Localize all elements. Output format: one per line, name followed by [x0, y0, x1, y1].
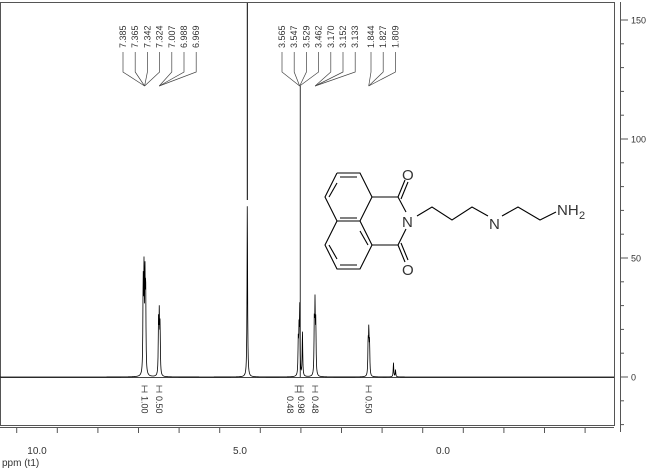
integral-mark — [312, 385, 319, 393]
peak-leader-line — [159, 52, 197, 87]
atom-n-imide: N — [402, 214, 413, 231]
integrals: 1.00 0.50 0.48 0.98 0.48 0.50 — [140, 385, 374, 414]
peak-leader-line — [293, 52, 301, 87]
peak-label: 1.844 — [366, 25, 376, 48]
peak-label: 1.809 — [390, 25, 400, 48]
structure-atoms: O N O N NH 2 — [402, 167, 585, 279]
y-tick-label: 0 — [631, 373, 636, 383]
peak-label: 7.365 — [130, 25, 140, 48]
peak-label: 7.007 — [167, 25, 177, 48]
peak-leader-line — [134, 52, 145, 87]
peak-leader-line — [122, 52, 145, 87]
peak-label: 3.547 — [289, 25, 299, 48]
peak-leader-line — [281, 52, 300, 87]
peak-leader-line — [158, 52, 173, 87]
spectrum-line — [0, 206, 614, 378]
peak-label: 7.385 — [118, 25, 128, 48]
peak-label: 3.529 — [301, 25, 311, 48]
integral-mark — [365, 385, 372, 393]
integral-mark — [297, 385, 304, 393]
plot-frame — [0, 2, 615, 426]
spectrum-trace — [0, 3, 614, 378]
integral-mark — [141, 385, 148, 393]
x-tick-label: 0.0 — [436, 446, 450, 457]
peak-leader-line — [299, 52, 307, 87]
peak-label: 6.969 — [191, 25, 201, 48]
y-tick-label: 150 — [631, 16, 646, 26]
peak-leader-line — [299, 52, 319, 87]
atom-n-amine: N — [489, 216, 500, 233]
peak-leader-line — [368, 52, 396, 87]
integral-mark — [156, 385, 163, 393]
integral-value: 0.48 — [310, 396, 320, 414]
peak-label: 7.342 — [142, 25, 152, 48]
integral-mark — [294, 385, 301, 393]
peak-leader-line — [368, 52, 384, 87]
y-tick-label: 50 — [631, 254, 641, 264]
atom-o-bottom: O — [402, 262, 414, 279]
x-tick-label: 10.0 — [27, 446, 47, 457]
x-axis: 10.0 5.0 0.0 — [0, 427, 614, 457]
integral-value: 0.50 — [364, 396, 374, 414]
integral-value: 0.50 — [154, 396, 164, 414]
integral-value: 1.00 — [140, 396, 150, 414]
peak-label: 1.827 — [378, 25, 388, 48]
peak-leader-line — [314, 52, 344, 87]
peak-leader-line — [314, 52, 332, 87]
peak-label: 3.152 — [338, 25, 348, 48]
atom-nh2-subscript: 2 — [579, 210, 585, 222]
peak-label: 3.462 — [314, 25, 324, 48]
integral-value: 0.48 — [285, 396, 295, 414]
atom-nh2: NH — [557, 202, 579, 219]
peak-leader-line — [144, 52, 148, 87]
atom-o-top: O — [402, 167, 414, 184]
peak-leader-line — [314, 52, 356, 87]
x-axis-label: ppm (t1) — [2, 458, 39, 469]
y-tick-label: 100 — [631, 135, 646, 145]
y-axis: 150 100 50 0 — [620, 2, 646, 432]
peak-label: 6.988 — [179, 25, 189, 48]
integral-value: 0.98 — [296, 396, 306, 414]
peak-label: 3.565 — [277, 25, 287, 48]
x-tick-label: 5.0 — [233, 446, 247, 457]
peak-label: 3.170 — [326, 25, 336, 48]
plot-border — [0, 2, 615, 426]
peak-leader-line — [144, 52, 160, 87]
peak-label: 3.133 — [350, 25, 360, 48]
peak-leader-line — [368, 52, 372, 87]
peak-leader-line — [159, 52, 185, 87]
peak-label: 7.324 — [155, 25, 165, 48]
chemical-structure — [324, 172, 557, 270]
